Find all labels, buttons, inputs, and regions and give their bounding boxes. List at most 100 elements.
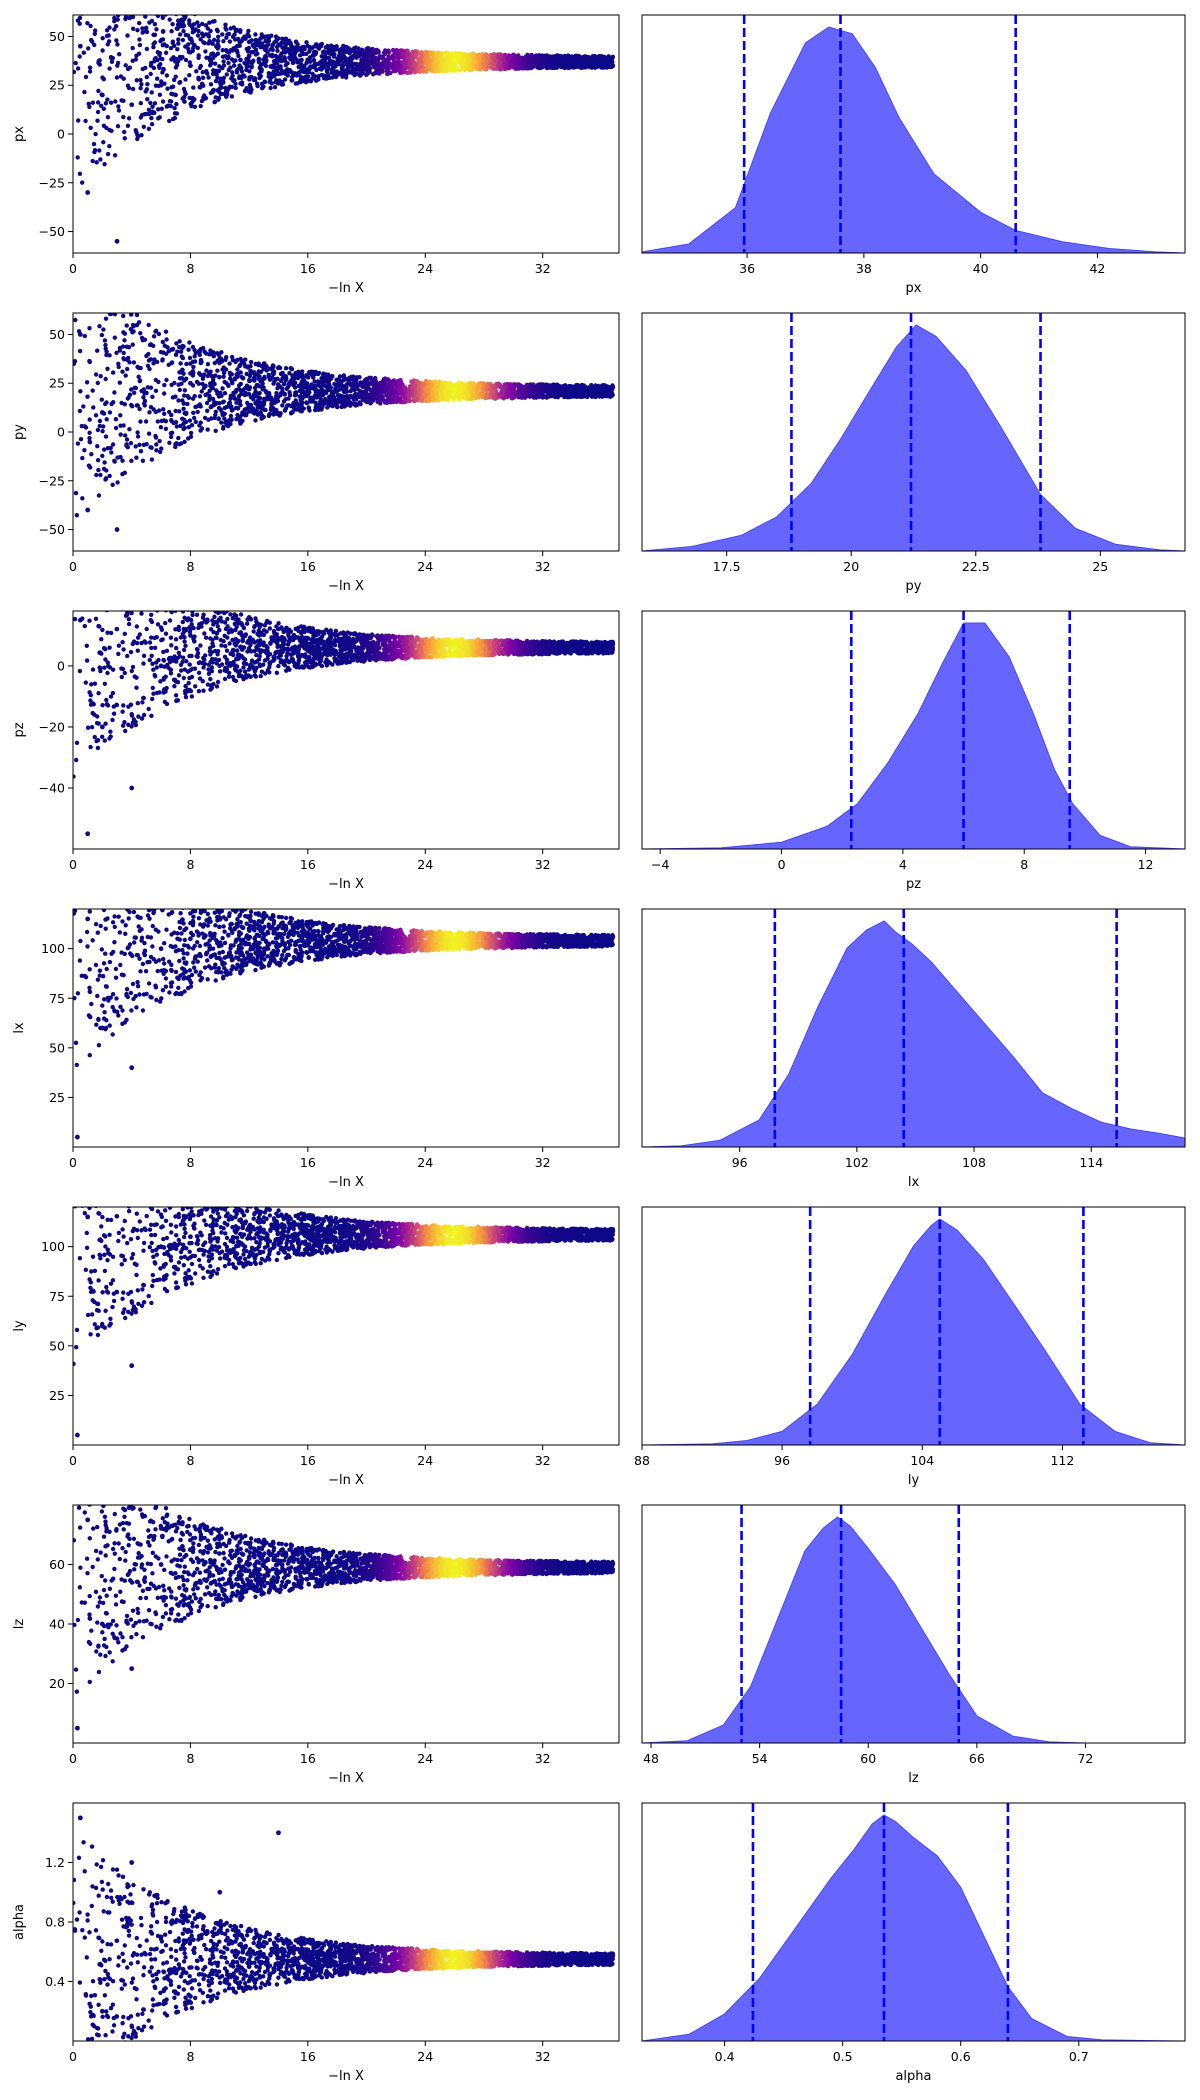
scatter-point — [172, 105, 177, 111]
scatter-point — [130, 342, 135, 347]
scatter-point — [504, 394, 509, 399]
scatter-point — [213, 373, 218, 378]
scatter-point — [336, 59, 341, 64]
scatter-point — [192, 415, 197, 421]
scatter-point — [88, 23, 93, 29]
scatter-point — [149, 18, 155, 24]
scatter-point — [209, 404, 214, 409]
scatter-point — [253, 47, 258, 53]
scatter-point — [105, 366, 110, 371]
scatter-point — [123, 63, 128, 68]
scatter-point — [153, 388, 159, 393]
scatter-point — [268, 85, 273, 91]
scatter-point — [148, 71, 153, 77]
scatter-point — [349, 47, 354, 53]
scatter-point — [299, 409, 304, 414]
scatter-point — [245, 49, 251, 54]
scatter-point — [216, 68, 222, 74]
scatter-point — [212, 99, 217, 105]
scatter-point — [107, 25, 112, 30]
scatter-point — [101, 327, 106, 332]
scatter-point — [93, 28, 98, 33]
scatter-point — [100, 453, 105, 459]
scatter-point — [295, 48, 300, 53]
scatter-point — [150, 110, 155, 116]
scatter-point — [321, 381, 326, 386]
scatter-point — [427, 67, 432, 72]
scatter-point — [117, 345, 123, 351]
scatter-point — [180, 355, 186, 361]
scatter-point — [467, 67, 472, 73]
scatter-point — [281, 382, 287, 387]
scatter-point — [216, 34, 221, 39]
scatter-point — [82, 333, 88, 339]
scatter-point — [418, 60, 423, 65]
scatter-point — [121, 114, 126, 120]
scatter-point — [570, 65, 575, 70]
scatter-point — [175, 22, 181, 27]
scatter-point — [190, 373, 196, 378]
scatter-point — [533, 53, 539, 58]
scatter-point — [115, 480, 120, 485]
scatter-point — [606, 384, 611, 389]
scatter-point — [358, 66, 363, 71]
scatter-point — [164, 73, 170, 78]
scatter-point — [160, 99, 166, 104]
scatter-point — [181, 29, 186, 34]
scatter-point — [104, 417, 109, 422]
scatter-point — [439, 55, 444, 61]
scatter-point — [360, 51, 365, 57]
scatter-point — [134, 313, 140, 318]
scatter-point — [216, 352, 222, 358]
scatter-point — [362, 378, 367, 383]
scatter-point — [426, 397, 431, 402]
scatter-point — [177, 32, 183, 37]
scatter-point — [261, 367, 266, 372]
scatter-point — [390, 53, 395, 58]
scatter-point — [112, 335, 118, 340]
scatter-point — [201, 83, 206, 88]
scatter-point — [132, 385, 137, 390]
scatter-point — [97, 58, 102, 63]
scatter-point — [301, 64, 306, 70]
scatter-point — [152, 357, 157, 362]
scatter-point — [152, 101, 158, 106]
scatter-point — [104, 352, 109, 358]
scatter-point — [218, 91, 223, 97]
scatter-point — [155, 15, 161, 19]
scatter-point — [191, 364, 196, 370]
scatter-point — [146, 431, 152, 436]
scatter-point — [407, 398, 412, 404]
scatter-point — [169, 91, 174, 97]
scatter-point — [210, 19, 215, 24]
scatter-point — [195, 45, 200, 51]
scatter-point — [499, 65, 504, 71]
scatter-point — [119, 98, 124, 103]
scatter-point — [328, 385, 333, 390]
scatter-point — [253, 32, 258, 37]
scatter-point — [344, 62, 350, 67]
scatter-point — [99, 332, 105, 338]
scatter-point — [120, 369, 125, 374]
scatter-point — [411, 50, 416, 55]
scatter-point — [186, 347, 191, 352]
scatter-point — [117, 52, 122, 57]
scatter-point — [384, 61, 390, 66]
scatter-point — [248, 368, 253, 374]
scatter-point — [161, 67, 166, 72]
scatter-point — [364, 57, 369, 63]
scatter-point — [110, 442, 116, 447]
scatter-point — [237, 39, 242, 44]
scatter-point — [93, 372, 99, 377]
scatter-point — [184, 361, 189, 367]
scatter-point — [543, 57, 548, 62]
scatter-point — [276, 71, 281, 77]
scatter-point — [170, 39, 176, 44]
scatter-point — [109, 55, 114, 61]
scatter-point — [90, 100, 96, 105]
scatter-point — [157, 51, 163, 56]
scatter-point — [168, 45, 174, 51]
scatter-point — [124, 323, 129, 328]
scatter-point — [261, 61, 266, 66]
scatter-point — [91, 405, 96, 410]
